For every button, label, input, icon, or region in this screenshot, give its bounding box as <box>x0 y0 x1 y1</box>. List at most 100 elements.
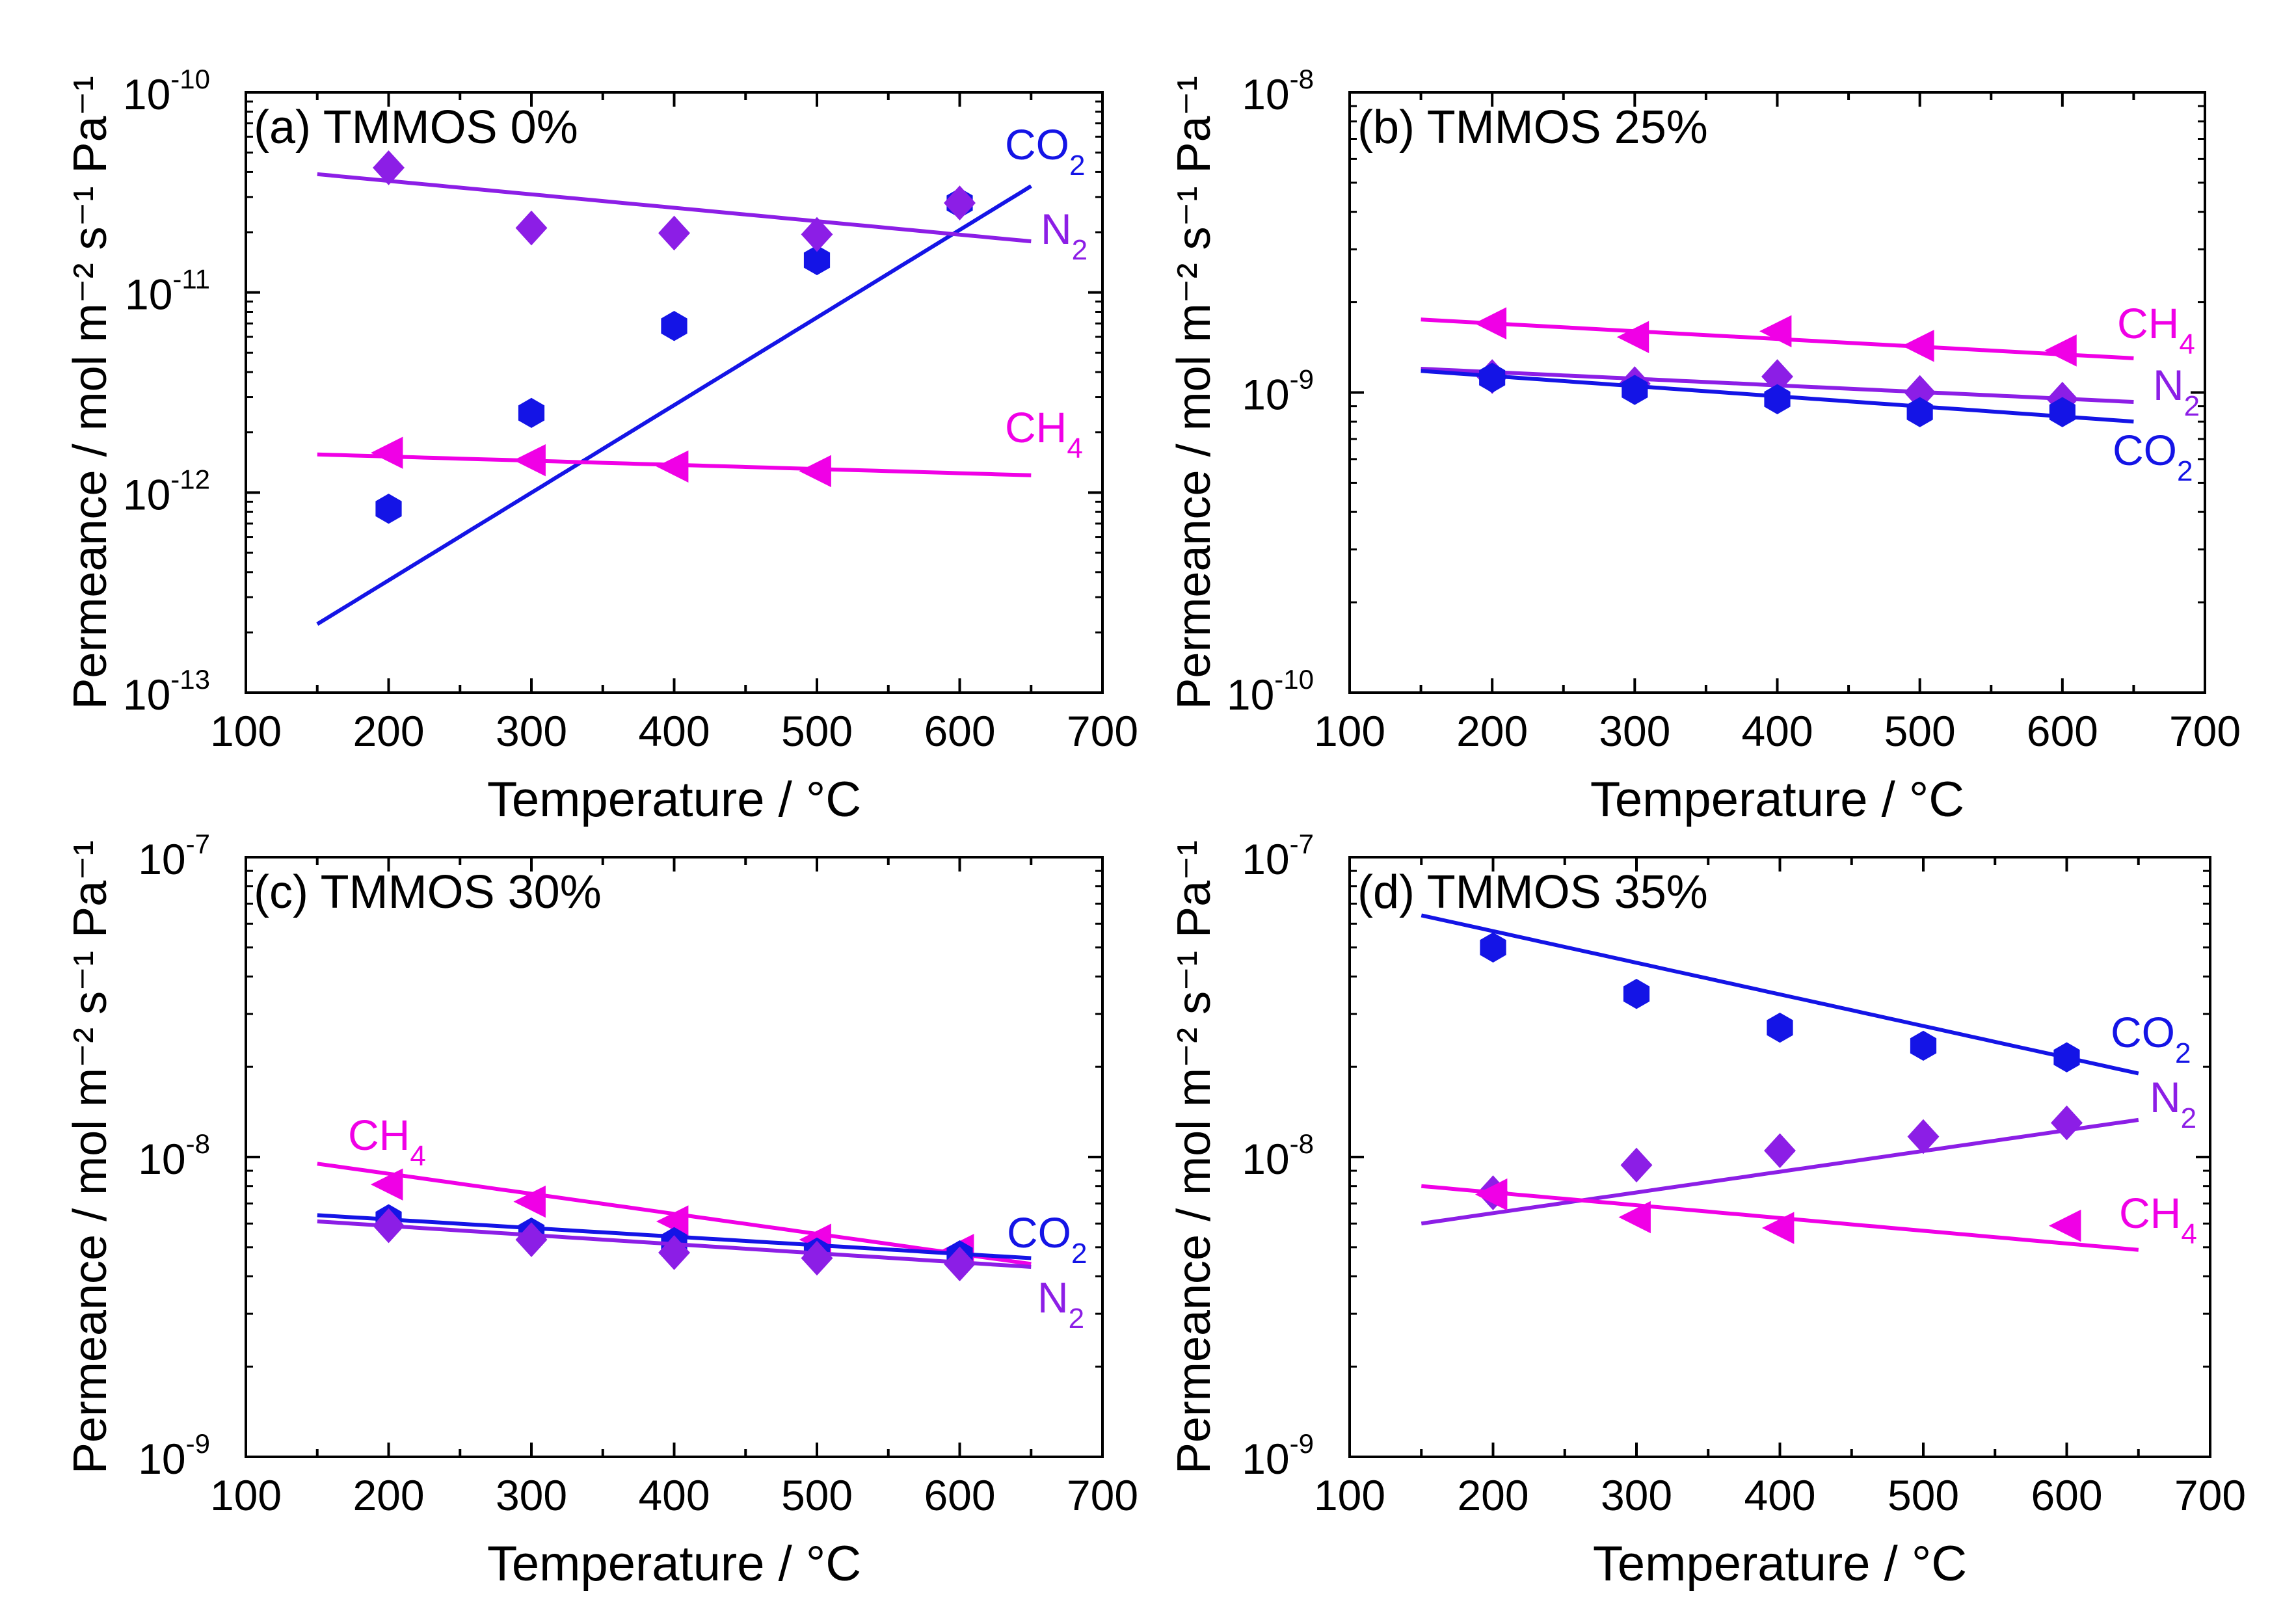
chart-panel-2: 100 200 300 400 500 600 70010-1010-910-8Temper… <box>1168 64 2241 827</box>
series-label-main: CH <box>348 1111 410 1159</box>
y-tick-label: 10-7 <box>1242 829 1314 883</box>
series-N2: N2 <box>317 1208 1084 1335</box>
fit-line-CO2 <box>316 184 1032 626</box>
chart-panel-3: 100 200 300 400 500 600 70010-910-810-7Tempera… <box>64 829 1138 1591</box>
series-CH4: CH4 <box>1421 299 2195 367</box>
y-tick-base: 10 <box>1242 1135 1289 1183</box>
fit-line-N2 <box>317 172 1032 244</box>
data-point-CH4 <box>370 1168 403 1201</box>
x-tick-label: 100 <box>210 1471 282 1519</box>
y-tick-exponent: -8 <box>186 1128 210 1159</box>
series-label-main: N <box>1037 1273 1069 1322</box>
x-axis-title: Temperature / °C <box>487 772 861 827</box>
x-tick-label: 600 <box>924 707 995 755</box>
panel-title: (b) TMMOS 25% <box>1357 101 1708 153</box>
y-tick-base: 10 <box>123 671 170 719</box>
series-label-main: CO <box>2113 426 2177 474</box>
data-point-CO2 <box>1623 979 1650 1009</box>
series-label-N2: N2 <box>1037 1273 1084 1335</box>
series-N2: N2 <box>317 150 1088 266</box>
y-tick-label: 10-9 <box>138 1428 210 1483</box>
data-point-N2 <box>1620 1147 1653 1183</box>
data-point-N2 <box>944 1246 976 1282</box>
data-point-N2 <box>658 215 690 251</box>
data-point-CO2 <box>2053 1042 2080 1072</box>
y-tick-base: 10 <box>1227 671 1274 719</box>
series-CO2: CO2 <box>316 120 1085 626</box>
data-point-N2 <box>373 150 405 185</box>
series-label-subscript: 4 <box>2181 1218 2196 1250</box>
series-label-subscript: 2 <box>1071 1238 1087 1270</box>
series-label-subscript: 2 <box>2184 390 2200 422</box>
x-tick-label: 600 <box>2031 1471 2102 1519</box>
data-point-N2 <box>515 1222 548 1257</box>
y-tick-base: 10 <box>1242 371 1289 419</box>
y-tick-exponent: -8 <box>1290 1128 1314 1159</box>
data-point-CO2 <box>803 245 831 276</box>
series-label-main: CH <box>2117 299 2179 347</box>
x-tick-label: 400 <box>638 707 710 755</box>
y-axis-title: Permeance / mol m⁻² s⁻¹ Pa⁻¹ <box>64 840 116 1474</box>
y-tick-label: 10-13 <box>123 664 210 719</box>
panel-title: (a) TMMOS 0% <box>254 101 578 153</box>
x-tick-label: 400 <box>1741 707 1813 755</box>
series-CH4: CH4 <box>1421 1178 2197 1252</box>
series-label-main: N <box>2153 361 2184 409</box>
x-tick-label: 500 <box>781 707 853 755</box>
series-label-CH4: CH4 <box>2119 1189 2197 1250</box>
series-label-main: CH <box>1005 403 1067 451</box>
y-tick-exponent: -9 <box>1290 364 1314 395</box>
data-point-CO2 <box>1764 384 1791 414</box>
x-tick-label: 400 <box>638 1471 710 1519</box>
chart-panel-4: 100 200 300 400 500 600 70010-910-810-7Tempera… <box>1168 829 2246 1591</box>
x-tick-label: 700 <box>2174 1471 2246 1519</box>
panel-title: (d) TMMOS 35% <box>1357 866 1708 918</box>
data-point-CH4 <box>656 450 689 483</box>
series-label-subscript: 2 <box>1072 234 1088 266</box>
series-label-CO2: CO2 <box>2111 1008 2191 1069</box>
x-tick-label: 300 <box>1601 1471 1672 1519</box>
data-point-N2 <box>2051 1105 2083 1141</box>
data-point-N2 <box>801 217 833 252</box>
y-tick-exponent: -9 <box>186 1428 210 1459</box>
series-N2: N2 <box>1421 359 2200 422</box>
y-tick-label: 10-8 <box>138 1128 210 1183</box>
series-label-main: CO <box>2111 1008 2175 1056</box>
y-tick-base: 10 <box>125 271 172 319</box>
series-CH4: CH4 <box>317 403 1083 488</box>
x-tick-label: 300 <box>496 1471 567 1519</box>
x-tick-label: 100 <box>1314 707 1385 755</box>
x-tick-label: 500 <box>1884 707 1956 755</box>
series-label-subscript: 4 <box>1067 433 1082 464</box>
y-axis-title: Permeance / mol m⁻² s⁻¹ Pa⁻¹ <box>1168 840 1220 1474</box>
data-point-CH4 <box>513 1185 546 1218</box>
series-label-N2: N2 <box>1041 205 1088 266</box>
y-tick-exponent: -11 <box>172 264 210 295</box>
data-point-N2 <box>373 1208 405 1244</box>
data-point-CH4 <box>1761 1212 1795 1244</box>
y-tick-base: 10 <box>1242 70 1289 118</box>
y-tick-base: 10 <box>1242 1435 1289 1483</box>
x-axis-title: Temperature / °C <box>1590 772 1964 827</box>
data-point-CH4 <box>1474 307 1507 339</box>
series-label-main: CH <box>2119 1189 2181 1237</box>
y-tick-base: 10 <box>123 470 170 518</box>
series-label-CO2: CO2 <box>1005 120 1085 181</box>
series-label-subscript: 2 <box>1069 1303 1084 1335</box>
series-label-CO2: CO2 <box>1007 1208 1087 1270</box>
series-label-CH4: CH4 <box>2117 299 2195 360</box>
x-axis-title: Temperature / °C <box>1593 1536 1967 1591</box>
data-point-CO2 <box>2049 397 2076 427</box>
data-point-CO2 <box>1622 375 1648 405</box>
series-label-subscript: 2 <box>2181 1102 2196 1134</box>
y-tick-label: 10-8 <box>1242 1128 1314 1183</box>
data-point-CH4 <box>799 455 831 488</box>
x-tick-label: 700 <box>2169 707 2241 755</box>
y-tick-base: 10 <box>138 1135 185 1183</box>
x-tick-label: 600 <box>924 1471 995 1519</box>
series-label-subscript: 4 <box>410 1140 425 1172</box>
x-tick-label: 200 <box>1457 1471 1528 1519</box>
x-tick-label: 200 <box>1456 707 1528 755</box>
data-point-CH4 <box>1475 1178 1508 1211</box>
